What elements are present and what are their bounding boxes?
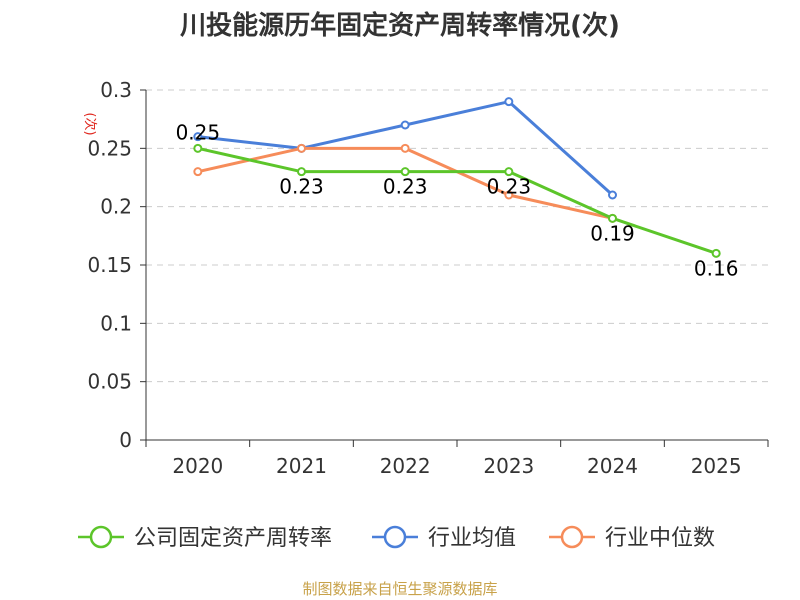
data-point (400, 120, 410, 130)
data-point (504, 190, 514, 200)
data-point (297, 167, 306, 177)
data-point (193, 167, 203, 177)
y-tick-label: 0.15 (87, 253, 132, 277)
x-tick-label: 2022 (380, 454, 431, 478)
legend-item: 行业中位数 (549, 525, 715, 551)
data-point (711, 248, 721, 258)
data-point (504, 97, 514, 107)
data-label: 0.23 (279, 175, 324, 199)
series (193, 97, 721, 258)
legend-label: 行业均值 (428, 526, 516, 551)
x-tick-label: 2023 (483, 454, 534, 478)
data-point (193, 143, 203, 153)
y-tick-label: 0.3 (100, 78, 132, 102)
data-labels: 0.25 0.23 0.23 0.23 0.19 0.16 (176, 120, 739, 280)
x-tick-label: 2024 (587, 454, 638, 478)
data-label: 0.16 (694, 256, 739, 280)
data-point (608, 213, 617, 223)
legend: 公司固定资产周转率 行业均值 行业中位数 (78, 525, 715, 551)
data-label: 0.23 (383, 175, 428, 199)
legend-marker (560, 525, 584, 549)
legend-item: 公司固定资产周转率 (78, 525, 332, 551)
y-axis-ticks: 0 0.05 0.1 0.15 0.2 0.25 0.3 (87, 78, 146, 452)
legend-marker (89, 525, 113, 549)
y-tick-label: 0 (119, 428, 132, 452)
data-point (504, 167, 514, 177)
series-0 (193, 143, 721, 258)
y-tick-label: 0.25 (87, 136, 132, 160)
legend-marker (383, 525, 407, 549)
legend-label: 行业中位数 (605, 526, 715, 551)
data-point (297, 143, 306, 153)
chart-title: 川投能源历年固定资产周转率情况(次) (180, 10, 620, 41)
x-tick-label: 2025 (691, 454, 742, 478)
data-point (608, 190, 617, 200)
legend-label: 公司固定资产周转率 (134, 526, 332, 551)
y-tick-label: 0.2 (100, 195, 132, 219)
x-axis-ticks: 2020 2021 2022 2023 2024 2025 (145, 440, 769, 478)
gridlines (146, 89, 768, 383)
data-label: 0.19 (590, 221, 635, 245)
data-point (400, 167, 410, 177)
y-tick-label: 0.1 (100, 311, 132, 335)
data-label: 0.25 (176, 120, 221, 144)
x-tick-label: 2021 (276, 454, 327, 478)
data-source-note: 制图数据来自恒生聚源数据库 (302, 580, 497, 598)
y-axis-unit: (次) (82, 112, 98, 135)
series-line (197, 146, 717, 255)
y-tick-label: 0.05 (87, 370, 132, 394)
legend-item: 行业均值 (372, 525, 516, 551)
x-tick-label: 2020 (172, 454, 223, 478)
data-point (400, 143, 410, 153)
data-label: 0.23 (487, 175, 532, 199)
data-point (193, 132, 203, 142)
